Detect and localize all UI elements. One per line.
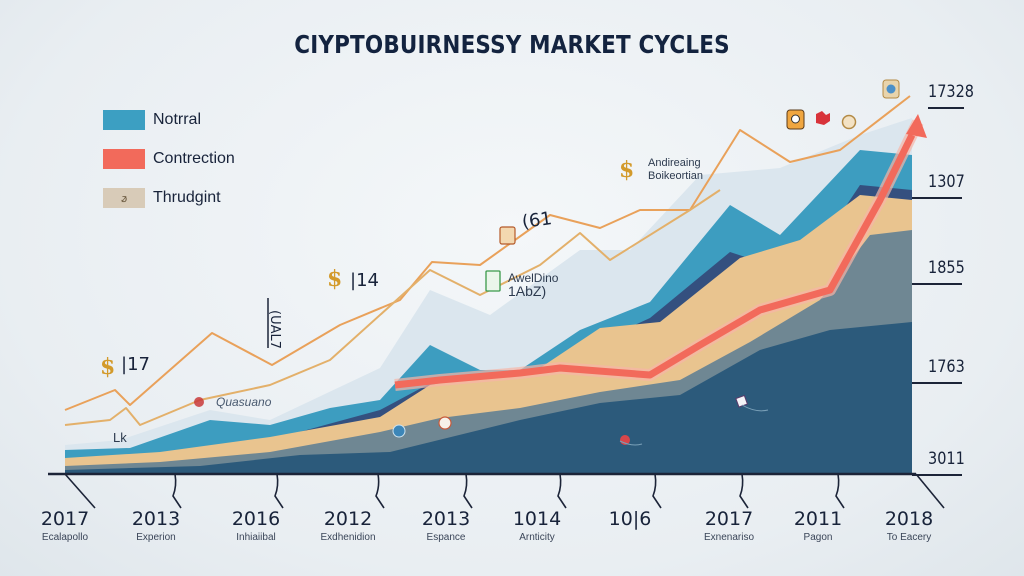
x-tick-connector	[915, 473, 945, 509]
x-tick: 2012 Exdhenidion	[293, 508, 403, 543]
legend-item-thrudgint: ꬿ Thrudgint	[103, 186, 235, 210]
y-tick-mark	[912, 474, 962, 476]
x-tick-year: 2013	[421, 508, 471, 530]
x-tick-sublabel: Arnticity	[519, 532, 555, 543]
x-tick-connector	[835, 473, 845, 509]
clipboard-icon	[499, 226, 516, 245]
legend-swatch	[103, 110, 145, 130]
y-tick-label: 1855	[928, 258, 965, 278]
x-tick-year: 2016	[231, 508, 281, 530]
annotation-text-block: AwelDino 1AbZ)	[508, 271, 559, 299]
y-tick-mark	[912, 197, 962, 199]
x-tick: 2011 Pagon	[763, 508, 873, 543]
clock-face-icon	[791, 114, 800, 124]
x-tick-connectors	[64, 473, 945, 509]
globe-icon	[392, 424, 406, 438]
x-tick-connector	[557, 473, 567, 509]
annotation-label: |14	[350, 270, 379, 291]
annotation-label: Quasuano	[216, 395, 272, 409]
annotation-line-1: AwelDino	[508, 271, 559, 285]
annotation-rotated-label: (UAL7	[267, 310, 282, 349]
x-tick: 2013 Experion	[101, 508, 211, 543]
x-tick-sublabel: Pagon	[803, 532, 833, 543]
y-tick-mark	[928, 107, 964, 109]
x-tick-sublabel: To Eacery	[886, 532, 932, 543]
annotation-label: |17	[121, 354, 150, 375]
annotation-line-2: Boikeortian	[648, 170, 704, 182]
y-tick-label: 17328	[928, 82, 974, 102]
x-tick-connector	[739, 473, 749, 509]
x-tick-sublabel: Ecalapollo	[41, 532, 89, 543]
legend: Notrral Contrection ꬿ Thrudgint	[103, 108, 235, 225]
x-tick-year: 2011	[793, 508, 843, 530]
annotation-line-1: Andireaing	[648, 157, 701, 169]
x-tick-connector	[375, 473, 385, 509]
line-series-lower-trend-line	[64, 189, 721, 426]
x-tick-year: 2012	[323, 508, 373, 530]
dollar-coin-icon: $	[327, 266, 343, 292]
legend-item-notrral: Notrral	[103, 108, 235, 132]
y-tick-mark	[912, 382, 962, 384]
x-tick: 2017 Ecalapollo	[10, 508, 120, 543]
y-tick-mark	[912, 283, 962, 285]
x-tick: 2017 Exnenariso	[674, 508, 784, 543]
x-tick-sublabel: Exnenariso	[703, 532, 755, 543]
annotation-text-block: Andireaing Boikeortian	[648, 157, 703, 183]
x-tick: 2013 Espance	[391, 508, 501, 543]
contraction-arrow	[394, 114, 927, 391]
x-tick-connector	[652, 473, 662, 509]
area-series-base-dark-band	[65, 322, 912, 474]
y-tick-label: 1307	[928, 172, 965, 192]
annotation-value: |14	[350, 270, 379, 291]
y-tick-label: 3011	[928, 449, 965, 469]
annotation-line-2: 1AbZ)	[508, 283, 547, 299]
legend-label: Notrral	[153, 111, 202, 128]
spreadsheet-icon	[485, 270, 501, 292]
legend-label: Contrection	[153, 150, 235, 167]
x-tick: 2016 Inhiaiibal	[201, 508, 311, 543]
x-tick-connector	[64, 473, 96, 509]
legend-item-contrection: Contrection	[103, 147, 235, 171]
x-tick-year: 1014	[512, 508, 562, 530]
legend-swatch-with-glyph: ꬿ	[103, 188, 145, 208]
dollar-coin-icon: $	[100, 354, 116, 380]
shield-emblem-icon	[886, 84, 896, 94]
area-series-group	[65, 118, 912, 474]
x-tick-connector	[274, 473, 284, 509]
x-tick-connector	[172, 473, 182, 509]
icon-cluster-top-right	[194, 79, 900, 446]
dragon-icon	[816, 111, 830, 125]
paper-plane-trail-icon	[741, 404, 769, 412]
dollar-coin-icon: $	[619, 157, 635, 183]
x-tick-year: 2017	[40, 508, 90, 530]
legend-swatch	[103, 149, 145, 169]
arrow-head-icon	[906, 114, 927, 138]
x-tick-sublabel: Experion	[136, 532, 176, 543]
chart-title: CIYPTOBUIRNESSY MARKET CYCLES	[294, 30, 730, 59]
x-tick: 2018 To Eacery	[854, 508, 964, 543]
y-tick-label: 1763	[928, 357, 965, 377]
annotation-label: (61	[520, 208, 554, 233]
bug-icon	[194, 397, 204, 407]
x-tick-year: 10|6	[608, 508, 652, 530]
rose-stem-icon	[619, 440, 643, 446]
x-tick: 10|6	[575, 508, 685, 532]
line-series-upper-trend-line	[64, 95, 911, 411]
legend-label: Thrudgint	[153, 189, 221, 206]
x-tick: 1014 Arnticity	[482, 508, 592, 543]
x-tick-sublabel: Exdhenidion	[320, 532, 376, 543]
x-tick-year: 2018	[884, 508, 934, 530]
coin-icon	[841, 114, 857, 130]
x-tick-connector	[463, 473, 473, 509]
x-tick-year: 2013	[131, 508, 181, 530]
compass-icon	[438, 416, 452, 430]
contraction-arrow-line	[394, 133, 916, 389]
x-tick-sublabel: Espance	[426, 532, 466, 543]
x-tick-year: 2017	[704, 508, 754, 530]
trend-lines-group	[64, 95, 911, 426]
x-tick-sublabel: Inhiaiibal	[236, 532, 276, 543]
annotation-label: Lk	[113, 430, 127, 445]
